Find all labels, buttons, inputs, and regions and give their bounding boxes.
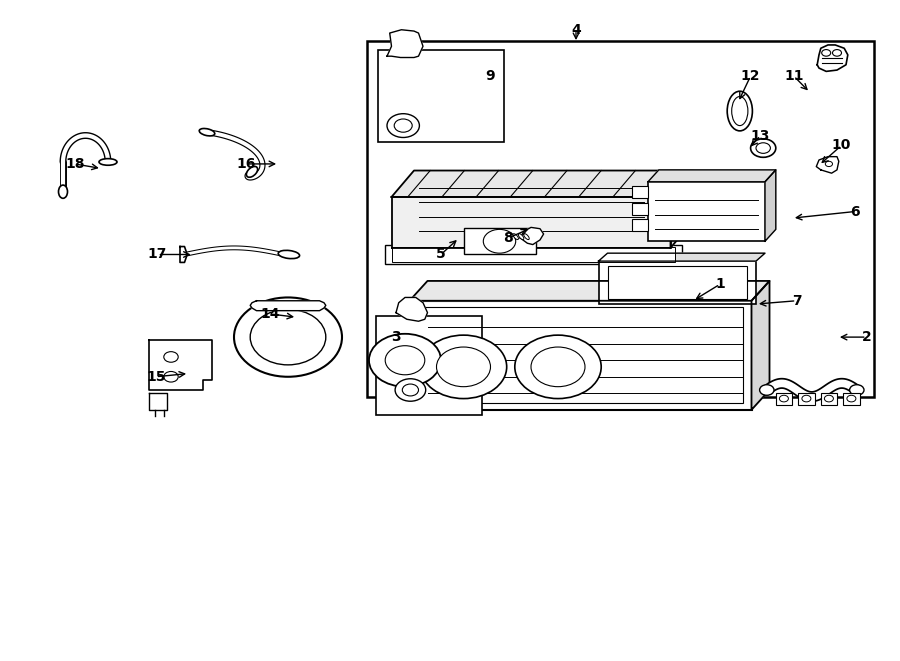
Bar — [392, 247, 675, 262]
Text: 1: 1 — [716, 277, 724, 292]
Bar — [608, 266, 747, 299]
Text: 13: 13 — [751, 128, 770, 143]
Circle shape — [164, 371, 178, 382]
Bar — [776, 393, 792, 405]
Ellipse shape — [524, 234, 529, 239]
Text: 17: 17 — [148, 247, 167, 262]
Text: 2: 2 — [862, 330, 871, 344]
Ellipse shape — [513, 234, 518, 239]
Bar — [648, 182, 765, 241]
Ellipse shape — [199, 128, 215, 136]
Circle shape — [387, 114, 419, 137]
Bar — [632, 219, 648, 231]
Circle shape — [779, 395, 788, 402]
Bar — [464, 228, 536, 254]
Circle shape — [164, 352, 178, 362]
Text: 18: 18 — [65, 157, 85, 171]
Bar — [632, 186, 648, 198]
Text: 6: 6 — [850, 204, 860, 219]
Bar — [843, 393, 860, 405]
Text: 11: 11 — [784, 69, 804, 83]
Circle shape — [531, 347, 585, 387]
Ellipse shape — [99, 159, 117, 165]
Bar — [821, 393, 837, 405]
Text: 4: 4 — [572, 22, 580, 37]
Circle shape — [515, 335, 601, 399]
Text: 9: 9 — [486, 69, 495, 83]
Text: 15: 15 — [146, 369, 166, 384]
Bar — [378, 50, 504, 142]
Polygon shape — [392, 171, 693, 197]
Circle shape — [756, 143, 770, 153]
Polygon shape — [816, 157, 839, 173]
Polygon shape — [648, 170, 776, 182]
Text: 14: 14 — [260, 307, 280, 321]
Ellipse shape — [732, 97, 748, 126]
Ellipse shape — [518, 234, 524, 239]
Bar — [632, 203, 648, 215]
Text: 12: 12 — [741, 69, 760, 83]
Circle shape — [822, 50, 831, 56]
Circle shape — [751, 139, 776, 157]
Text: 8: 8 — [504, 231, 513, 245]
Polygon shape — [598, 253, 765, 261]
Circle shape — [824, 395, 833, 402]
Circle shape — [483, 229, 516, 253]
Text: 16: 16 — [236, 157, 256, 171]
Ellipse shape — [247, 167, 257, 177]
Circle shape — [385, 346, 425, 375]
Circle shape — [402, 384, 418, 396]
Text: 5: 5 — [436, 247, 446, 262]
Circle shape — [234, 297, 342, 377]
Text: 3: 3 — [392, 330, 400, 344]
Polygon shape — [670, 171, 693, 248]
Ellipse shape — [278, 251, 300, 258]
Polygon shape — [817, 45, 848, 71]
Bar — [598, 261, 756, 304]
Polygon shape — [387, 30, 423, 58]
Polygon shape — [765, 170, 776, 241]
Circle shape — [832, 50, 842, 56]
Circle shape — [847, 395, 856, 402]
Polygon shape — [752, 281, 770, 410]
Polygon shape — [396, 297, 428, 321]
Bar — [376, 316, 482, 415]
Ellipse shape — [727, 91, 752, 131]
Circle shape — [394, 119, 412, 132]
Ellipse shape — [58, 185, 68, 198]
Bar — [418, 307, 742, 403]
Polygon shape — [520, 227, 544, 245]
Bar — [367, 41, 874, 397]
Circle shape — [825, 161, 833, 167]
Text: 10: 10 — [832, 138, 851, 153]
Text: 7: 7 — [792, 293, 801, 308]
Polygon shape — [148, 340, 211, 390]
Bar — [410, 301, 752, 410]
Polygon shape — [250, 301, 326, 311]
Polygon shape — [410, 281, 770, 301]
Circle shape — [760, 385, 774, 395]
Circle shape — [369, 334, 441, 387]
Circle shape — [802, 395, 811, 402]
Circle shape — [250, 309, 326, 365]
Circle shape — [395, 379, 426, 401]
Circle shape — [850, 385, 864, 395]
Circle shape — [436, 347, 491, 387]
Polygon shape — [180, 247, 187, 262]
Bar — [798, 393, 814, 405]
Polygon shape — [392, 197, 670, 248]
Circle shape — [420, 335, 507, 399]
Bar — [385, 245, 682, 264]
Polygon shape — [148, 393, 166, 410]
